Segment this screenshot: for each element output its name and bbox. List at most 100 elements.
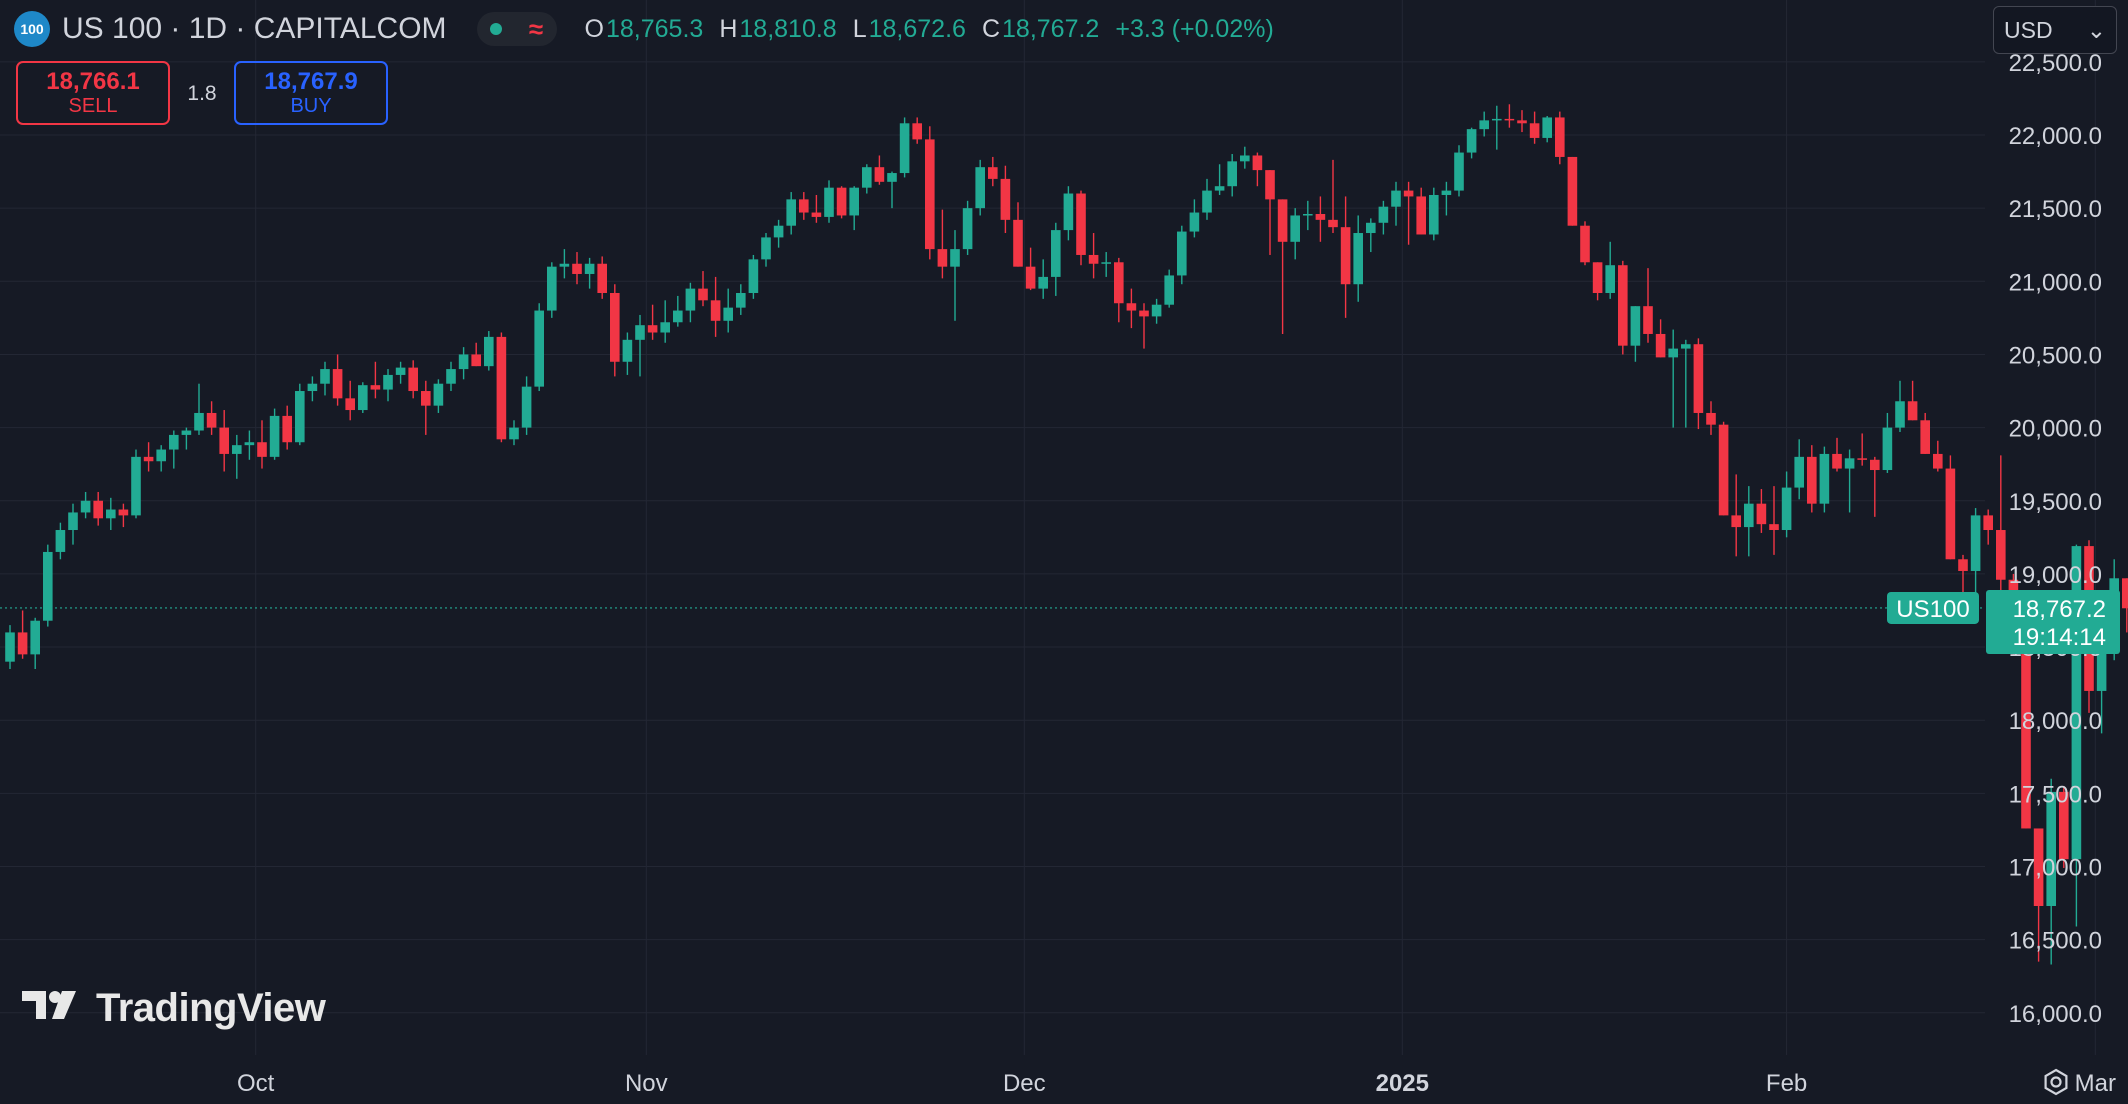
candle-body bbox=[1189, 212, 1200, 232]
candle bbox=[874, 155, 885, 185]
candle bbox=[232, 434, 242, 479]
candle-body bbox=[1479, 120, 1489, 130]
candle-body bbox=[1643, 306, 1653, 334]
settings-icon[interactable] bbox=[2042, 1068, 2070, 1096]
candle-body bbox=[30, 620, 40, 655]
buy-label: BUY bbox=[290, 95, 332, 118]
currency-select[interactable]: USD ⌄ bbox=[1993, 6, 2117, 54]
candle bbox=[1328, 159, 1338, 234]
candle-body bbox=[307, 383, 318, 392]
chevron-down-icon: ⌄ bbox=[2086, 16, 2106, 43]
buy-button[interactable]: 18,767.9 BUY bbox=[234, 61, 388, 125]
candle-body bbox=[1529, 123, 1540, 138]
price-axis[interactable]: 16,000.0 16,500.0 17,000.0 17,500.0 18,000.0… bbox=[2009, 50, 2102, 1028]
candle bbox=[786, 192, 796, 235]
candle-body bbox=[55, 530, 66, 552]
candle-body bbox=[736, 293, 746, 308]
candle bbox=[1252, 152, 1263, 187]
candle-body bbox=[748, 259, 759, 294]
last-price-tag bbox=[1986, 589, 2120, 654]
candle-body bbox=[1605, 265, 1615, 294]
candle bbox=[2122, 578, 2128, 633]
candle-body bbox=[799, 199, 809, 213]
candle-body bbox=[1945, 468, 1956, 560]
candle-body bbox=[1202, 190, 1212, 213]
candle bbox=[194, 383, 204, 435]
market-status[interactable]: ≈ bbox=[476, 12, 557, 46]
candle bbox=[1655, 319, 1666, 358]
candle bbox=[1693, 338, 1704, 430]
candle bbox=[1555, 111, 1565, 165]
candle bbox=[2059, 786, 2069, 868]
candle bbox=[143, 442, 154, 472]
candle-body bbox=[1151, 304, 1162, 317]
candle-body bbox=[786, 199, 796, 226]
buy-price: 18,767.9 bbox=[264, 67, 358, 95]
candle bbox=[1605, 241, 1615, 299]
candle bbox=[1844, 449, 1855, 513]
y-tick-label: 22,000.0 bbox=[2009, 123, 2102, 150]
tradingview-watermark[interactable]: TradingView bbox=[22, 986, 326, 1031]
candle-body bbox=[1214, 186, 1225, 191]
candle bbox=[80, 491, 91, 519]
candle-body bbox=[912, 123, 922, 140]
candle-body bbox=[1353, 233, 1363, 285]
candle-body bbox=[1882, 427, 1893, 471]
symbol-title[interactable]: US 100 · 1D · CAPITALCOM bbox=[62, 12, 447, 45]
candle bbox=[1504, 104, 1515, 128]
candle-body bbox=[1819, 453, 1830, 504]
candle-body bbox=[2059, 791, 2069, 860]
chart-grid bbox=[0, 0, 2096, 1055]
candle-body bbox=[43, 551, 53, 621]
ohlc-values: O18,765.3 H18,810.8 L18,672.6 C18,767.2 … bbox=[585, 15, 1274, 44]
candle-body bbox=[521, 386, 532, 428]
candle-body bbox=[320, 369, 330, 384]
candle bbox=[1807, 445, 1817, 513]
candle bbox=[1151, 298, 1162, 324]
sell-button[interactable]: 18,766.1 SELL bbox=[16, 61, 170, 125]
candle bbox=[862, 164, 872, 194]
candle bbox=[496, 332, 507, 443]
candle bbox=[685, 282, 696, 323]
candle bbox=[1051, 222, 1061, 296]
candle-body bbox=[194, 412, 204, 431]
candle bbox=[635, 314, 645, 377]
candle bbox=[988, 156, 998, 187]
candle bbox=[408, 360, 418, 399]
candle-body bbox=[1781, 487, 1792, 531]
last-price-label: 18,767.2 bbox=[2013, 596, 2106, 623]
candle-body bbox=[849, 187, 859, 216]
candle bbox=[1240, 146, 1250, 169]
candle-body bbox=[1630, 306, 1641, 346]
candle bbox=[1164, 269, 1174, 308]
candle-body bbox=[421, 391, 431, 406]
candle bbox=[1857, 433, 1867, 466]
symbol-logo[interactable]: 100 bbox=[14, 11, 50, 47]
candle-body bbox=[1076, 193, 1086, 255]
candle-body bbox=[1013, 219, 1023, 267]
candle bbox=[1630, 306, 1641, 362]
candle-body bbox=[1517, 120, 1527, 124]
candle bbox=[68, 503, 78, 545]
candle-body bbox=[1920, 420, 1930, 454]
x-tick-label: Feb bbox=[1766, 1070, 1807, 1097]
candle bbox=[1542, 115, 1552, 143]
candle-body bbox=[1114, 262, 1124, 304]
candle bbox=[1202, 178, 1212, 220]
candle-body bbox=[1466, 129, 1477, 153]
candle-body bbox=[836, 187, 847, 216]
candle-body bbox=[824, 187, 834, 217]
candle-body bbox=[1126, 303, 1137, 311]
x-tick-label: Oct bbox=[237, 1070, 275, 1097]
candle-body bbox=[1718, 424, 1729, 516]
candle bbox=[1718, 421, 1729, 516]
time-axis[interactable]: OctNovDec2025FebMarApr bbox=[237, 1070, 2128, 1097]
candle bbox=[937, 209, 948, 279]
candle-body bbox=[925, 139, 935, 250]
candle bbox=[1996, 455, 2006, 596]
candle-body bbox=[1618, 265, 1628, 346]
candle bbox=[1832, 437, 1842, 472]
ohlc-open: O18,765.3 bbox=[584, 14, 704, 43]
x-tick-label: Mar bbox=[2075, 1070, 2116, 1097]
